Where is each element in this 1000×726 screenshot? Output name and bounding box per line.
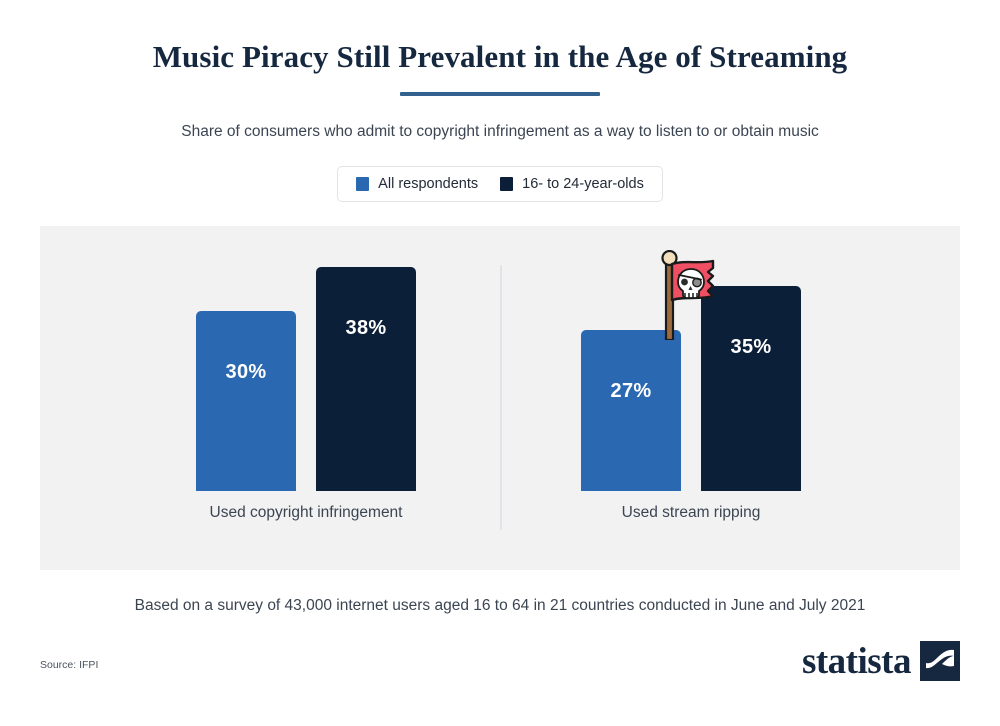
title-accent-rule: [400, 92, 600, 97]
source-label: Source: IFPI: [40, 659, 99, 671]
pirate-flag-icon: [661, 250, 715, 340]
bar-group-used-stream-ripping: 27% 35% Used stream ripping: [500, 226, 960, 570]
legend-item-all-respondents[interactable]: All respondents: [356, 176, 478, 192]
page-title: Music Piracy Still Prevalent in the Age …: [152, 39, 848, 74]
group-divider: [500, 265, 502, 530]
bar-all-respondents[interactable]: 27%: [581, 330, 681, 491]
legend-swatch-icon: [500, 177, 514, 192]
statista-mark-icon: [920, 641, 960, 681]
bar-16-to-24-year-olds[interactable]: 35%: [701, 286, 801, 491]
legend-box: All respondents 16- to 24-year-olds: [337, 166, 663, 203]
chart-subtitle: Share of consumers who admit to copyrigh…: [181, 123, 819, 141]
chart-plot-area: 30% 38% Used copyright infringement 27% …: [40, 226, 960, 570]
bar-value-label: 38%: [345, 317, 387, 339]
legend-item-label: 16- to 24-year-olds: [522, 176, 644, 193]
bar-all-respondents[interactable]: 30%: [196, 311, 296, 491]
legend-item-16-to-24-year-olds[interactable]: 16- to 24-year-olds: [500, 176, 644, 192]
bar-value-label: 30%: [225, 361, 267, 383]
footnote: Based on a survey of 43,000 internet use…: [134, 597, 866, 614]
bar-group-used-copyright-infringement: 30% 38% Used copyright infringement: [40, 226, 500, 570]
bar-group-label: Used stream ripping: [621, 504, 761, 521]
legend: All respondents 16- to 24-year-olds: [0, 166, 1000, 203]
statista-logo: statista: [802, 641, 960, 681]
statista-wordmark: statista: [801, 640, 912, 682]
bar-value-label: 27%: [610, 380, 652, 402]
legend-swatch-icon: [356, 177, 370, 192]
legend-item-label: All respondents: [378, 176, 479, 193]
bar-16-to-24-year-olds[interactable]: 38%: [316, 267, 416, 491]
bar-group-label: Used copyright infringement: [209, 504, 403, 521]
chart-header: Music Piracy Still Prevalent in the Age …: [0, 0, 1000, 142]
bar-value-label: 35%: [730, 336, 772, 358]
